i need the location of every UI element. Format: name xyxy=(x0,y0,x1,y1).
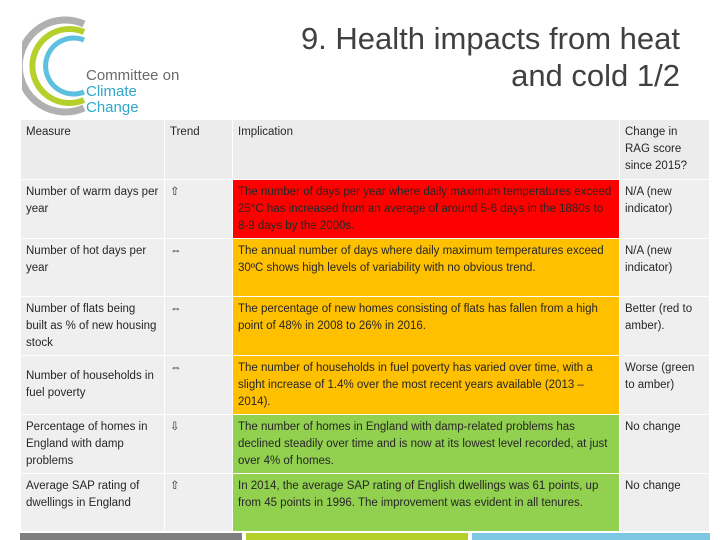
trend-down-icon: ⇩ xyxy=(164,414,233,474)
measure-cell: Number of hot days per year xyxy=(20,238,165,297)
implication-cell: The number of days per year where daily … xyxy=(232,179,620,239)
table-row: Number of households in fuel poverty ⇔ T… xyxy=(20,355,710,415)
table-row: Average SAP rating of dwellings in Engla… xyxy=(20,473,710,532)
measure-cell: Number of households in fuel poverty xyxy=(20,355,165,415)
trend-flat-icon: ⇔ xyxy=(164,296,233,356)
change-cell: No change xyxy=(619,414,710,474)
table-row: Percentage of homes in England with damp… xyxy=(20,414,710,474)
logo-line-1: Committee on xyxy=(86,67,180,84)
trend-flat-icon: ⇔ xyxy=(164,355,233,415)
title-line-2: and cold 1/2 xyxy=(511,58,680,93)
indicator-table: Measure Trend Implication Change in RAG … xyxy=(20,119,710,532)
implication-cell: In 2014, the average SAP rating of Engli… xyxy=(232,473,620,532)
measure-cell: Number of flats being built as % of new … xyxy=(20,296,165,356)
change-cell: N/A (new indicator) xyxy=(619,179,710,239)
change-cell: Better (red to amber). xyxy=(619,296,710,356)
implication-cell: The number of homes in England with damp… xyxy=(232,414,620,474)
header-trend: Trend xyxy=(164,119,233,180)
measure-cell: Percentage of homes in England with damp… xyxy=(20,414,165,474)
measure-cell: Average SAP rating of dwellings in Engla… xyxy=(20,473,165,532)
footer-bar-green xyxy=(246,533,468,540)
table-row: Number of hot days per year ⇔ The annual… xyxy=(20,238,710,297)
footer-bar-blue xyxy=(472,533,710,540)
implication-cell: The percentage of new homes consisting o… xyxy=(232,296,620,356)
header-change: Change in RAG score since 2015? xyxy=(619,119,710,180)
change-cell: No change xyxy=(619,473,710,532)
logo-line-2: Climate Change xyxy=(86,83,139,116)
trend-up-icon: ⇧ xyxy=(164,179,233,239)
ccc-logo: Committee on Climate Change xyxy=(15,16,192,116)
measure-cell: Number of warm days per year xyxy=(20,179,165,239)
table-header-row: Measure Trend Implication Change in RAG … xyxy=(20,119,710,180)
header-measure: Measure xyxy=(20,119,165,180)
implication-cell: The annual number of days where daily ma… xyxy=(232,238,620,297)
logo-text: Committee on Climate Change xyxy=(86,68,192,116)
trend-up-icon: ⇧ xyxy=(164,473,233,532)
trend-flat-icon: ⇔ xyxy=(164,238,233,297)
slide-title: 9. Health impacts from heat and cold 1/2 xyxy=(220,20,680,94)
change-cell: N/A (new indicator) xyxy=(619,238,710,297)
footer-bar-gray xyxy=(20,533,242,540)
table-row: Number of flats being built as % of new … xyxy=(20,296,710,356)
implication-cell: The number of households in fuel poverty… xyxy=(232,355,620,415)
header-implication: Implication xyxy=(232,119,620,180)
title-line-1: 9. Health impacts from heat xyxy=(300,21,680,56)
change-cell: Worse (green to amber) xyxy=(619,355,710,415)
table-row: Number of warm days per year ⇧ The numbe… xyxy=(20,179,710,239)
